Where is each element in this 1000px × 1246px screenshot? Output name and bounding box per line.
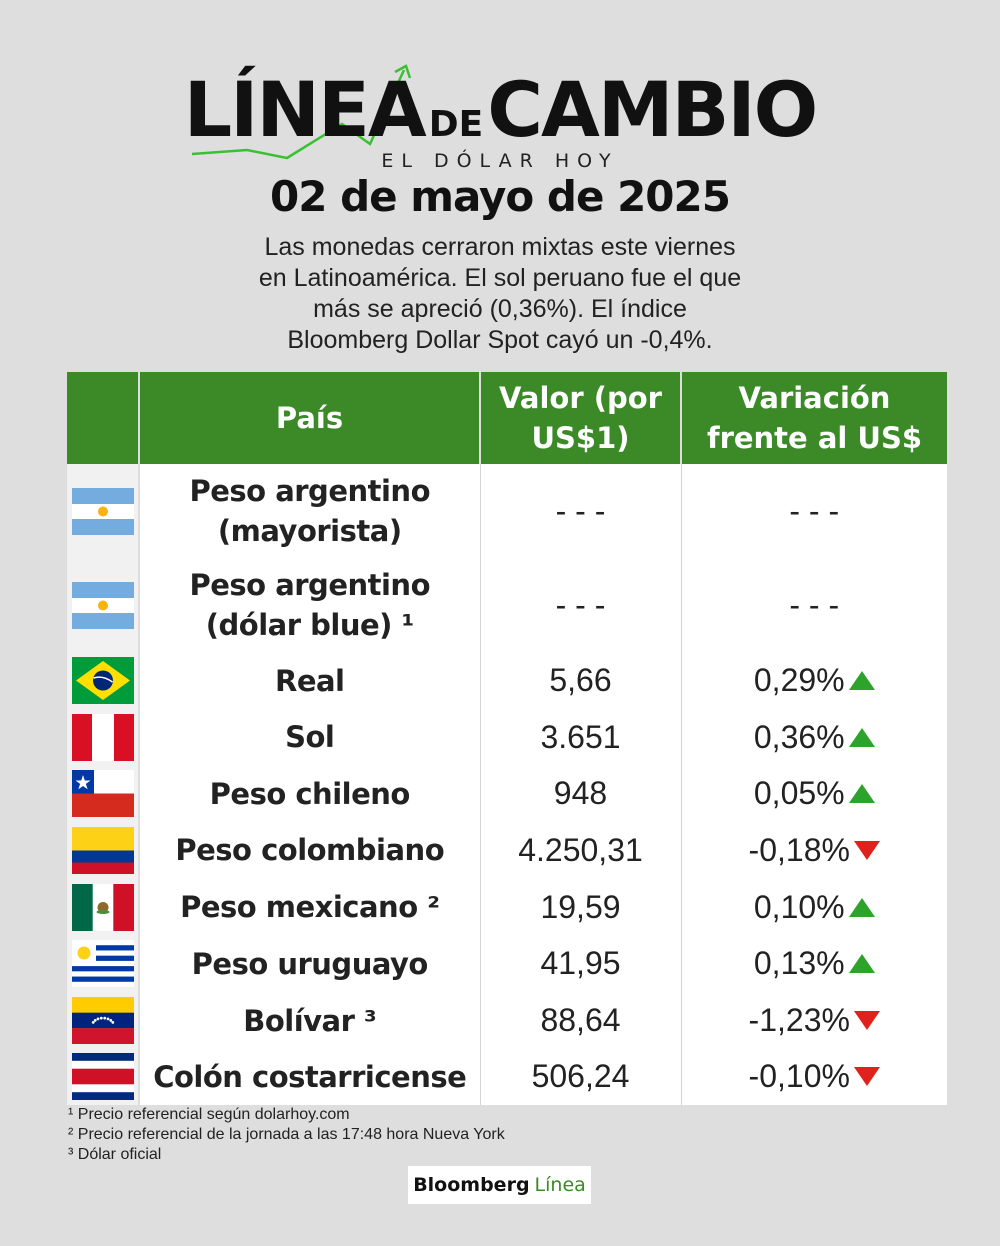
exchange-value: - - - — [480, 558, 682, 653]
change-value: 0,13% — [753, 945, 845, 982]
change-value: -0,10% — [748, 1058, 850, 1095]
country-name: Peso chileno — [139, 765, 481, 822]
arrow-up-icon — [848, 897, 875, 917]
exchange-value: - - - — [480, 464, 682, 559]
arrow-down-icon — [853, 840, 880, 860]
change-cell: 0,13% — [681, 935, 947, 993]
change-cell: -1,23% — [681, 992, 947, 1049]
change-value: -0,18% — [748, 831, 850, 868]
country-name: Real — [139, 652, 481, 710]
trend-arrow-icon — [192, 64, 412, 160]
exchange-value: 88,64 — [480, 992, 682, 1049]
page-date: 02 de mayo de 2025 — [270, 172, 731, 221]
change-cell: - - - — [681, 464, 947, 559]
arrow-up-icon — [848, 784, 875, 804]
exchange-value: 506,24 — [480, 1048, 682, 1105]
value-header: Valor (por US$1) — [480, 372, 682, 464]
country-name: Sol — [139, 709, 481, 766]
country-name: Peso argentino (dólar blue) ¹ — [139, 558, 481, 653]
table-row: Colón costarricense 506,24 -0,10% — [67, 1048, 947, 1105]
country-name: Peso argentino (mayorista) — [139, 464, 481, 559]
exchange-value: 948 — [480, 765, 682, 822]
table-row: Peso colombiano 4.250,31 -0,18% — [67, 821, 947, 880]
table-row: Peso chileno 948 0,05% — [67, 765, 947, 822]
logo-subtitle: EL DÓLAR HOY — [381, 150, 619, 172]
exchange-value: 3.651 — [480, 709, 682, 766]
argentina-flag-icon — [67, 558, 140, 653]
footnotes: ¹ Precio referencial según dolarhoy.com … — [68, 1105, 505, 1165]
change-cell: -0,18% — [681, 821, 947, 880]
country-name: Peso colombiano — [139, 821, 481, 880]
change-cell: 0,36% — [681, 709, 947, 766]
exchange-value: 41,95 — [480, 935, 682, 993]
costa-rica-flag-icon — [67, 1048, 140, 1105]
peru-flag-icon — [67, 709, 140, 766]
exchange-table: País Valor (por US$1) Variación frente a… — [67, 372, 947, 1105]
change-value: 0,29% — [753, 662, 845, 699]
change-cell: 0,29% — [681, 652, 947, 710]
argentina-flag-icon — [67, 464, 140, 559]
table-row: Peso uruguayo 41,95 0,13% — [67, 935, 947, 993]
table-row: Bolívar ³ 88,64 -1,23% — [67, 992, 947, 1049]
arrow-up-icon — [848, 671, 875, 691]
uruguay-flag-icon — [67, 935, 140, 993]
table-row: Peso mexicano ² 19,59 0,10% — [67, 879, 947, 936]
country-name: Peso uruguayo — [139, 935, 481, 993]
change-value: 0,05% — [753, 775, 845, 812]
country-header: País — [139, 372, 481, 464]
change-value: 0,10% — [753, 888, 845, 925]
change-value: 0,36% — [753, 718, 845, 755]
chile-flag-icon — [67, 765, 140, 822]
table-header-row: País Valor (por US$1) Variación frente a… — [67, 372, 947, 464]
exchange-value: 19,59 — [480, 879, 682, 936]
exchange-value: 4.250,31 — [480, 821, 682, 880]
footnote: ¹ Precio referencial según dolarhoy.com — [68, 1106, 350, 1123]
change-header: Variación frente al US$ — [681, 372, 947, 464]
change-cell: -0,10% — [681, 1048, 947, 1105]
country-name: Bolívar ³ — [139, 992, 481, 1049]
change-value: - - - — [789, 492, 840, 529]
colombia-flag-icon — [67, 821, 140, 880]
mexico-flag-icon — [67, 879, 140, 936]
change-value: -1,23% — [748, 1002, 850, 1039]
arrow-down-icon — [853, 1067, 880, 1087]
brazil-flag-icon — [67, 652, 140, 710]
change-cell: 0,05% — [681, 765, 947, 822]
intro-text: Las monedas cerraron mixtas este viernes… — [258, 233, 742, 354]
footnote: ² Precio referencial de la jornada a las… — [68, 1126, 505, 1143]
logo: LÍNEA DECAMBIO EL DÓLAR HOY — [0, 62, 1000, 180]
arrow-up-icon — [848, 727, 875, 747]
table-row: Real 5,66 0,29% — [67, 652, 947, 710]
table-row: Sol 3.651 0,36% — [67, 709, 947, 766]
table-row: Peso argentino (dólar blue) ¹- - -- - - — [67, 558, 947, 653]
country-name: Colón costarricense — [139, 1048, 481, 1105]
table-row: Peso argentino (mayorista) - - -- - - — [67, 464, 947, 559]
bloomberg-linea-logo: Bloomberg Línea — [408, 1166, 591, 1204]
change-cell: 0,10% — [681, 879, 947, 936]
arrow-up-icon — [848, 954, 875, 974]
venezuela-flag-icon — [67, 992, 140, 1049]
country-name: Peso mexicano ² — [139, 879, 481, 936]
footnote: ³ Dólar oficial — [68, 1146, 162, 1163]
change-cell: - - - — [681, 558, 947, 653]
flag-header — [67, 372, 140, 464]
arrow-down-icon — [853, 1011, 880, 1031]
logo-title: LÍNEA DECAMBIO — [183, 65, 819, 154]
exchange-value: 5,66 — [480, 652, 682, 710]
change-value: - - - — [789, 586, 840, 623]
